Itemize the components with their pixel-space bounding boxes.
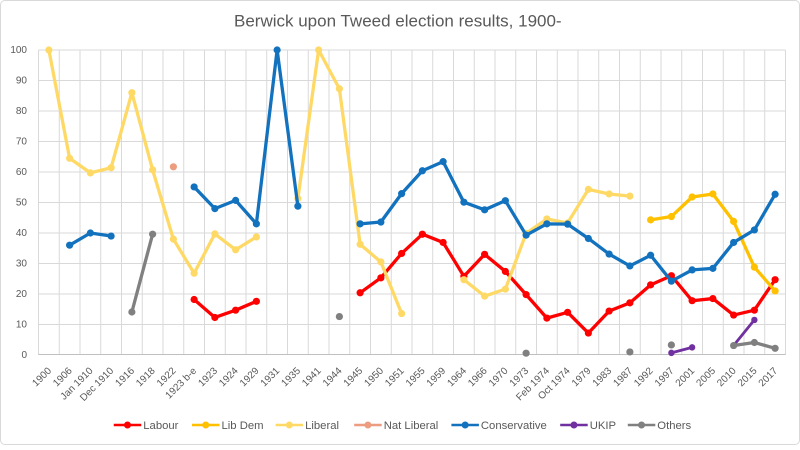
svg-text:UKIP: UKIP bbox=[590, 420, 616, 432]
svg-text:Conservative: Conservative bbox=[481, 420, 547, 432]
svg-text:Liberal: Liberal bbox=[305, 420, 339, 432]
svg-text:30: 30 bbox=[16, 259, 28, 270]
svg-text:80: 80 bbox=[16, 106, 28, 117]
svg-text:60: 60 bbox=[16, 167, 28, 178]
svg-text:70: 70 bbox=[16, 137, 28, 148]
svg-text:0: 0 bbox=[21, 350, 27, 361]
svg-text:90: 90 bbox=[16, 76, 28, 87]
svg-text:Berwick upon Tweed election re: Berwick upon Tweed election results, 190… bbox=[234, 12, 562, 31]
svg-text:100: 100 bbox=[10, 45, 27, 56]
svg-text:50: 50 bbox=[16, 198, 28, 209]
svg-text:40: 40 bbox=[16, 228, 28, 239]
svg-text:20: 20 bbox=[16, 289, 28, 300]
svg-text:Others: Others bbox=[657, 420, 691, 432]
svg-text:Lib Dem: Lib Dem bbox=[222, 420, 264, 432]
svg-text:Labour: Labour bbox=[143, 420, 178, 432]
svg-text:10: 10 bbox=[16, 320, 28, 331]
svg-text:Nat Liberal: Nat Liberal bbox=[384, 420, 439, 432]
